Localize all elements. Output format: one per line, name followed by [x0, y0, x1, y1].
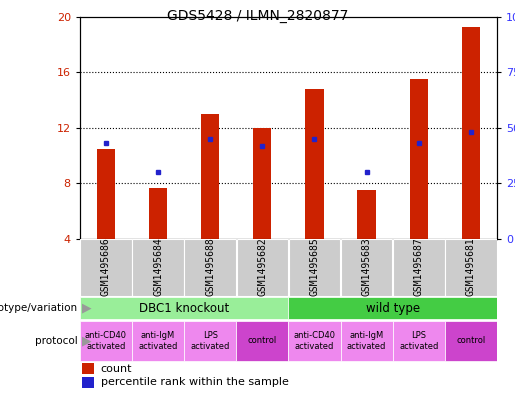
- Bar: [132, 239, 184, 296]
- Bar: [236, 321, 288, 361]
- Bar: [132, 321, 184, 361]
- Text: anti-CD40
activated: anti-CD40 activated: [294, 331, 335, 351]
- Bar: [236, 239, 288, 296]
- Text: GSM1495683: GSM1495683: [362, 237, 372, 296]
- Bar: [80, 239, 132, 296]
- Bar: [253, 128, 271, 239]
- Text: GSM1495682: GSM1495682: [258, 237, 267, 296]
- Text: protocol: protocol: [35, 336, 77, 346]
- Bar: [80, 297, 288, 319]
- Text: ▶: ▶: [82, 301, 92, 315]
- Bar: [341, 239, 392, 296]
- Text: GSM1495686: GSM1495686: [101, 237, 111, 296]
- Bar: [445, 321, 497, 361]
- Bar: [289, 239, 340, 296]
- Text: count: count: [101, 364, 132, 374]
- Text: anti-CD40
activated: anti-CD40 activated: [85, 331, 127, 351]
- Bar: [149, 187, 167, 239]
- Text: control: control: [248, 336, 277, 345]
- Bar: [201, 114, 219, 239]
- Bar: [357, 190, 376, 239]
- Text: GSM1495687: GSM1495687: [414, 237, 424, 296]
- Text: GSM1495684: GSM1495684: [153, 237, 163, 296]
- Bar: [184, 321, 236, 361]
- Bar: [409, 79, 428, 239]
- Bar: [393, 239, 444, 296]
- Bar: [288, 297, 497, 319]
- Text: anti-IgM
activated: anti-IgM activated: [347, 331, 386, 351]
- Bar: [305, 89, 323, 239]
- Text: genotype/variation: genotype/variation: [0, 303, 77, 313]
- Bar: [445, 239, 496, 296]
- Bar: [80, 321, 132, 361]
- Text: LPS
activated: LPS activated: [399, 331, 438, 351]
- Bar: [82, 377, 94, 387]
- Text: LPS
activated: LPS activated: [191, 331, 230, 351]
- Bar: [82, 364, 94, 374]
- Text: ▶: ▶: [82, 334, 92, 347]
- Text: GDS5428 / ILMN_2820877: GDS5428 / ILMN_2820877: [167, 9, 348, 23]
- Bar: [97, 149, 115, 239]
- Text: GSM1495681: GSM1495681: [466, 237, 476, 296]
- Text: DBC1 knockout: DBC1 knockout: [139, 301, 229, 315]
- Text: wild type: wild type: [366, 301, 420, 315]
- Text: anti-IgM
activated: anti-IgM activated: [139, 331, 178, 351]
- Bar: [288, 321, 340, 361]
- Bar: [462, 27, 480, 239]
- Text: control: control: [456, 336, 486, 345]
- Bar: [392, 321, 445, 361]
- Text: GSM1495685: GSM1495685: [310, 237, 319, 296]
- Text: percentile rank within the sample: percentile rank within the sample: [101, 377, 288, 387]
- Text: GSM1495688: GSM1495688: [205, 237, 215, 296]
- Bar: [184, 239, 236, 296]
- Bar: [340, 321, 392, 361]
